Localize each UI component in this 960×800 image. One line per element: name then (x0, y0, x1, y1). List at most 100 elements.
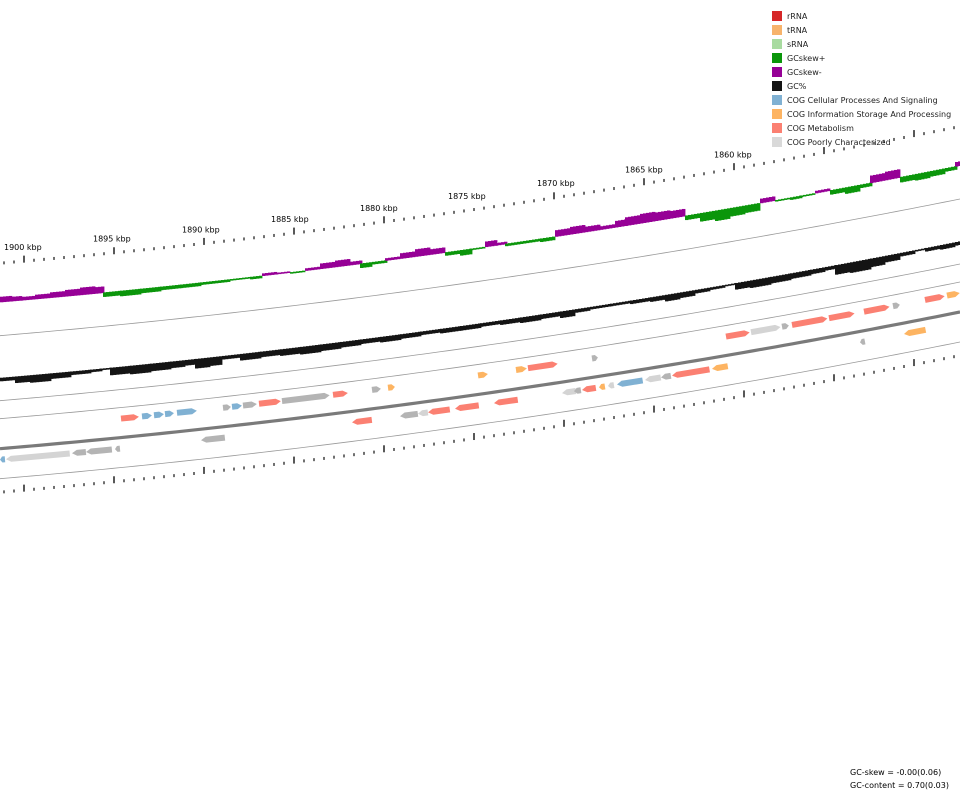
gc-content-bar (859, 260, 863, 272)
gc-content-bar (529, 316, 533, 322)
feature-forward-5 (176, 408, 197, 416)
gc-content-bar (770, 276, 774, 284)
feature-reverse-1-shape (0, 456, 6, 463)
gc-skew-bar (942, 168, 946, 175)
feature-reverse-5 (115, 445, 121, 452)
ruler-label-1900: 1900 kbp (4, 243, 42, 252)
gc-skew-bar (109, 291, 113, 297)
gc-skew-bar (394, 256, 398, 260)
gc-content-bar (650, 297, 654, 302)
gc-content-bar (560, 311, 564, 318)
gc-content-bar (500, 320, 504, 325)
gc-skew-bar (118, 290, 122, 296)
gc-content-bar (659, 295, 663, 301)
gc-content-bar (731, 283, 735, 286)
gc-skew-bar (293, 271, 297, 274)
gc-skew-bar (906, 175, 910, 182)
gc-content-bar (599, 305, 603, 308)
gc-skew-bar (703, 212, 707, 222)
gc-skew-bar (640, 213, 644, 224)
gc-content-bar (506, 319, 510, 325)
gc-skew-bar (652, 211, 656, 222)
gc-content-bar (478, 323, 482, 329)
gc-content-bar (921, 248, 925, 251)
gc-content-bar (198, 358, 202, 369)
gc-content-bar (260, 351, 264, 358)
feature-forward-22 (828, 311, 855, 322)
gc-content-bar (30, 375, 34, 383)
gc-skew-bar (526, 240, 530, 244)
gc-skew-bar (448, 251, 452, 256)
gc-skew-bar (621, 219, 625, 227)
gc-content-bar (768, 277, 772, 285)
gc-skew-bar (146, 288, 150, 293)
gc-content-bar (816, 268, 820, 274)
gc-skew-bar (259, 275, 263, 279)
gc-content-bar (246, 353, 250, 360)
gc-skew-bar (766, 197, 770, 203)
gc-content-bar (412, 332, 416, 338)
feature-reverse-13 (562, 388, 577, 396)
gc-content-bar (915, 249, 919, 252)
gc-content-bar (283, 348, 287, 356)
legend-label: COG Information Storage And Processing (787, 109, 952, 119)
gc-content-bar (825, 266, 829, 271)
gc-content-bar (515, 318, 519, 323)
gc-content-bar (782, 274, 786, 282)
feature-reverse-13-shape (562, 388, 577, 396)
gc-content-bar (168, 361, 172, 370)
gc-content-bar (355, 340, 359, 346)
gc-content-bar (165, 362, 169, 370)
gc-skew-bar (215, 280, 219, 284)
gc-content-bar (162, 362, 166, 370)
gc-content-bar (252, 352, 256, 360)
gc-skew-bar (742, 205, 746, 215)
gc-content-bar (518, 317, 522, 323)
gc-content-bar (865, 259, 869, 271)
gc-skew-bar (359, 260, 363, 265)
gc-content-bar (449, 327, 453, 333)
gc-content-bar (33, 374, 37, 383)
feature-forward-16-shape (527, 361, 558, 372)
gc-content-bar (303, 346, 307, 355)
gc-skew-bar (41, 294, 45, 299)
gc-skew-bar (501, 242, 505, 245)
gc-skew-bar (344, 259, 348, 267)
feature-forward-10-shape (281, 392, 330, 405)
legend-item-cog-poorly: COG Poorly Characterized (772, 135, 951, 149)
gc-skew-bar (454, 250, 458, 255)
gc-skew-bar (891, 170, 895, 180)
gc-content-bar (452, 327, 456, 332)
gc-content-bar (409, 332, 413, 338)
feature-reverse-10 (428, 406, 451, 415)
feature-forward-3 (153, 411, 164, 419)
gc-content-bar (639, 299, 643, 303)
gc-skew-bar (451, 251, 455, 255)
gc-skew-bar (335, 260, 339, 268)
gc-content-bar (879, 256, 883, 266)
gc-skew-bar (546, 237, 550, 242)
gc-content-bar (400, 334, 404, 339)
legend-label: COG Metabolism (787, 123, 854, 133)
gc-content-bar (170, 361, 174, 369)
feature-reverse-12-shape (494, 396, 519, 406)
gc-skew-bar (230, 279, 234, 281)
gc-content-bar (903, 252, 907, 256)
gc-content-bar (130, 365, 134, 375)
legend-item-rrna: rRNA (772, 9, 951, 23)
gc-content-bar (435, 329, 439, 334)
gc-skew-bar (13, 296, 17, 302)
gc-content-bar (237, 354, 241, 358)
gc-content-bar (925, 247, 929, 252)
gc-skew-bar (115, 291, 119, 296)
feature-reverse-10-shape (428, 406, 451, 415)
gc-content-bar (93, 369, 97, 372)
gc-skew-bar (195, 282, 199, 287)
gc-content-bar (653, 296, 657, 302)
gc-skew-bar (16, 296, 20, 301)
gc-skew-bar (769, 197, 773, 202)
gc-skew-bar (839, 188, 843, 193)
gc-skew-bar (485, 241, 489, 248)
gc-content-bar (952, 242, 956, 248)
gc-skew-bar (618, 220, 622, 227)
